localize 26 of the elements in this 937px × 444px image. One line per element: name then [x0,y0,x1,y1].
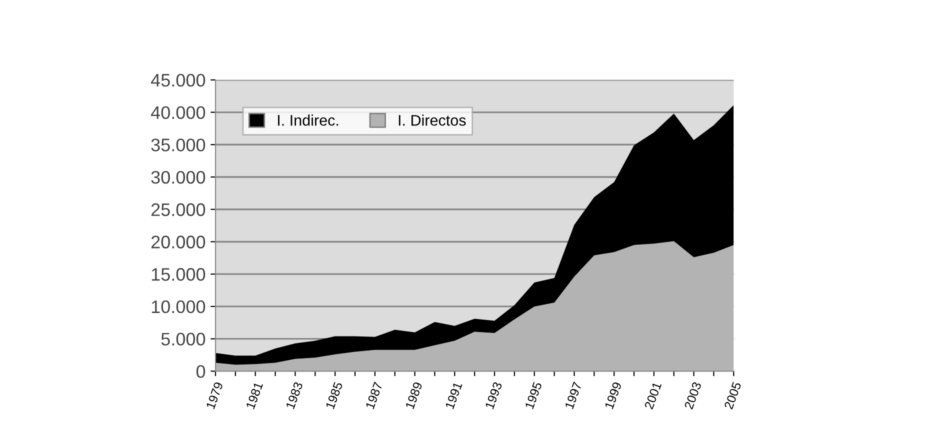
y-tick-label: 25.000 [151,203,206,216]
x-tick-label: 1985 [325,382,343,410]
x-tick-label: 2001 [644,382,662,410]
legend-label: I. Directos [398,114,466,126]
y-tick-label: 30.000 [151,170,206,184]
y-tick-label: 40.000 [150,106,206,120]
x-tick-label: 2003 [684,382,702,410]
x-tick-label: 1981 [246,382,264,410]
legend-label: I. Indirec. [278,114,338,126]
y-tick-label: 15.000 [152,268,206,281]
x-tick-label: 1989 [405,382,423,410]
x-tick-label: 1991 [445,382,462,410]
y-tick-label: 5.000 [161,332,206,346]
x-tick-label: 1993 [484,382,502,410]
x-tick-label: 1987 [365,382,383,410]
x-tick-label: 1997 [564,382,582,410]
y-tick-label: 45.000 [150,74,206,87]
y-tick-label: 0 [196,365,206,378]
y-tick-label: 35.000 [151,138,206,152]
x-tick-label: 1983 [286,382,303,410]
x-tick-label: 2005 [724,382,742,410]
y-tick-label: 10.000 [152,300,206,314]
x-tick-label: 1995 [524,382,542,410]
x-tick-label: 1979 [206,382,224,410]
x-tick-label: 1999 [604,382,622,410]
y-tick-label: 20.000 [151,236,206,248]
